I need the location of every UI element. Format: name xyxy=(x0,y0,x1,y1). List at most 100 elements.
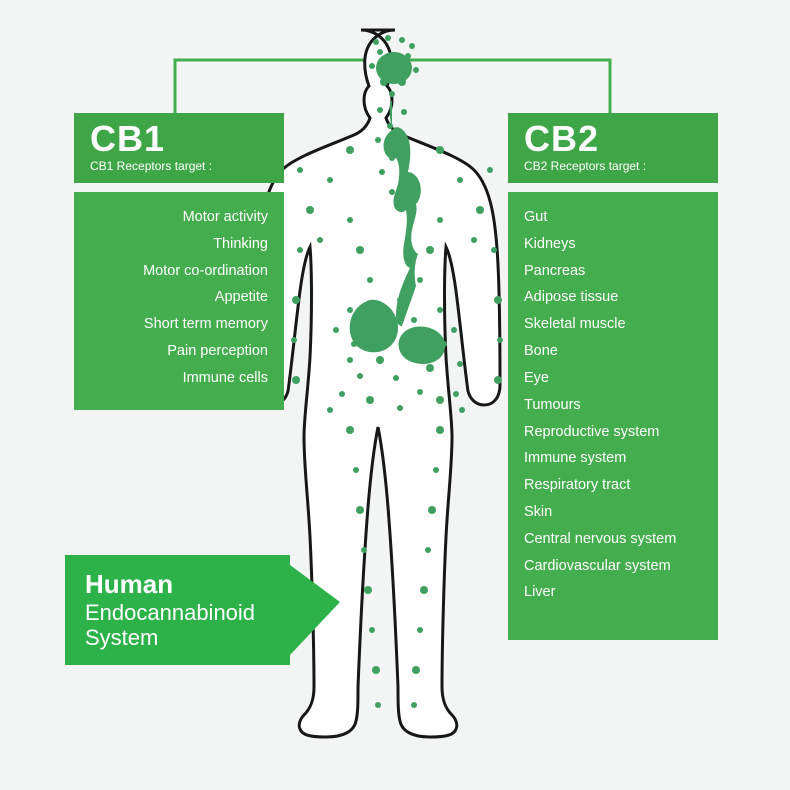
list-item: Respiratory tract xyxy=(524,472,702,499)
list-item: Liver xyxy=(524,579,702,606)
receptor-dot xyxy=(375,702,381,708)
receptor-dot xyxy=(441,341,447,347)
list-item: Eye xyxy=(524,365,702,392)
cb2-list: GutKidneysPancreasAdipose tissueSkeletal… xyxy=(508,192,718,640)
receptor-dot xyxy=(411,702,417,708)
receptor-dot xyxy=(327,177,333,183)
receptor-dot xyxy=(339,391,345,397)
receptor-dot xyxy=(451,327,457,333)
receptor-dot xyxy=(292,376,300,384)
receptor-dot xyxy=(471,237,477,243)
receptor-dot xyxy=(380,78,388,86)
receptor-dot xyxy=(403,139,409,145)
receptor-dot xyxy=(347,307,353,313)
receptor-dot xyxy=(397,405,403,411)
receptor-dot xyxy=(494,376,502,384)
receptor-dot xyxy=(366,396,374,404)
receptor-dot xyxy=(385,35,391,41)
receptor-dot xyxy=(459,407,465,413)
receptor-dot xyxy=(497,337,503,343)
receptor-dot xyxy=(436,426,444,434)
receptor-dot xyxy=(399,37,405,43)
receptor-dot xyxy=(393,375,399,381)
receptor-dot xyxy=(375,137,381,143)
list-item: Bone xyxy=(524,338,702,365)
receptor-dot xyxy=(411,317,417,323)
title-line1: Human xyxy=(85,569,270,600)
receptor-dot xyxy=(346,146,354,154)
list-item: Pain perception xyxy=(90,338,268,365)
receptor-dot xyxy=(361,547,367,553)
receptor-dot xyxy=(373,39,379,45)
receptor-dot xyxy=(347,217,353,223)
list-item: Short term memory xyxy=(90,311,268,338)
cb1-header: CB1 CB1 Receptors target : xyxy=(74,113,284,183)
receptor-dot xyxy=(377,49,383,55)
title-box: Human Endocannabinoid System xyxy=(65,555,290,665)
receptor-dot xyxy=(397,297,403,303)
receptor-dot xyxy=(306,206,314,214)
list-item: Tumours xyxy=(524,392,702,419)
receptor-dot xyxy=(494,296,502,304)
list-item: Skeletal muscle xyxy=(524,311,702,338)
list-item: Thinking xyxy=(90,231,268,258)
receptor-dot xyxy=(426,246,434,254)
receptor-dot xyxy=(351,341,357,347)
receptor-dot xyxy=(389,155,395,161)
list-item: Adipose tissue xyxy=(524,284,702,311)
title-line2b: System xyxy=(85,625,270,650)
receptor-dot xyxy=(425,547,431,553)
receptor-dot xyxy=(379,169,385,175)
receptor-dot xyxy=(297,247,303,253)
list-item: Motor activity xyxy=(90,204,268,231)
receptor-dot xyxy=(409,43,415,49)
receptor-dot xyxy=(437,307,443,313)
cb2-title: CB2 xyxy=(524,121,702,157)
receptor-dot xyxy=(433,467,439,473)
receptor-dot xyxy=(292,296,300,304)
receptor-dot xyxy=(428,506,436,514)
receptor-dot xyxy=(413,67,419,73)
receptor-dot xyxy=(333,327,339,333)
cb1-list: Motor activityThinkingMotor co-ordinatio… xyxy=(74,192,284,410)
receptor-dot xyxy=(353,467,359,473)
receptor-dot xyxy=(491,247,497,253)
cb2-header: CB2 CB2 Receptors target : xyxy=(508,113,718,183)
receptor-dot xyxy=(457,177,463,183)
receptor-dot xyxy=(389,91,395,97)
list-item: Cardiovascular system xyxy=(524,553,702,580)
receptor-dot xyxy=(376,356,384,364)
receptor-dot xyxy=(389,189,395,195)
receptor-dot xyxy=(398,78,406,86)
receptor-dot xyxy=(369,63,375,69)
receptor-dot xyxy=(401,109,407,115)
infographic-canvas: CB1 CB1 Receptors target : Motor activit… xyxy=(0,0,790,790)
receptor-dot xyxy=(372,666,380,674)
receptor-dot xyxy=(291,337,297,343)
list-item: Immune system xyxy=(524,445,702,472)
receptor-dot xyxy=(327,407,333,413)
receptor-dot xyxy=(453,391,459,397)
receptor-dot xyxy=(487,167,493,173)
receptor-dot xyxy=(377,107,383,113)
cb2-subtitle: CB2 Receptors target : xyxy=(524,159,702,173)
receptor-dot xyxy=(364,586,372,594)
cb1-subtitle: CB1 Receptors target : xyxy=(90,159,268,173)
receptor-dot xyxy=(346,426,354,434)
receptor-dot xyxy=(347,357,353,363)
receptor-dot xyxy=(417,277,423,283)
receptor-dot xyxy=(405,53,411,59)
list-item: Central nervous system xyxy=(524,526,702,553)
cb1-title: CB1 xyxy=(90,121,268,157)
receptor-dot xyxy=(369,627,375,633)
receptor-dot xyxy=(357,373,363,379)
receptor-dot xyxy=(417,627,423,633)
receptor-dot xyxy=(457,361,463,367)
receptor-dot xyxy=(317,237,323,243)
list-item: Skin xyxy=(524,499,702,526)
receptor-dot xyxy=(401,173,407,179)
receptor-dot xyxy=(417,389,423,395)
receptor-dot xyxy=(420,586,428,594)
list-item: Reproductive system xyxy=(524,419,702,446)
receptor-dot xyxy=(356,246,364,254)
